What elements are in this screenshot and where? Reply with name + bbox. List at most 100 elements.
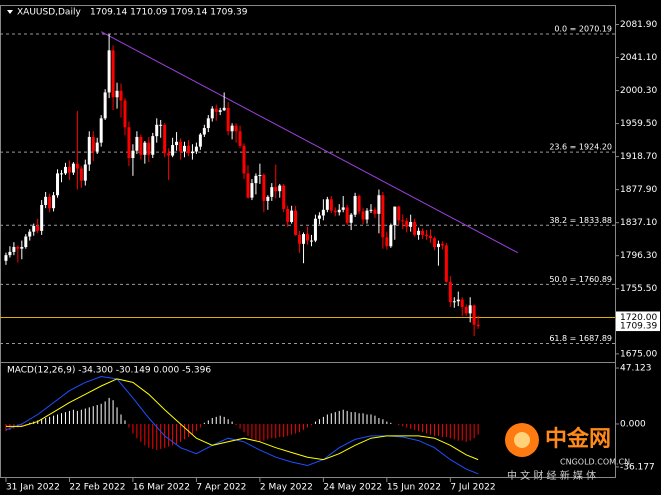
candle-body — [87, 136, 91, 165]
candle-body — [4, 255, 8, 261]
candle-body — [329, 199, 333, 211]
candle-body — [95, 142, 99, 152]
candle-body — [79, 168, 83, 181]
candle-body — [313, 218, 317, 241]
candle-body — [8, 251, 12, 256]
fib-label: 61.8 = 1687.89 — [549, 334, 612, 343]
candle-body — [429, 235, 432, 239]
x-tick-label: 15 Jun 2022 — [387, 483, 441, 493]
menu-arrow[interactable] — [7, 10, 13, 14]
y-tick-label: 1796.30 — [620, 251, 657, 261]
candle-body — [432, 238, 436, 248]
y-tick-label: 1877.90 — [620, 185, 657, 195]
candle-body — [369, 209, 373, 211]
candle-body — [202, 128, 206, 135]
watermark-domain: CNGOLD.COM.CN — [560, 458, 630, 467]
candle-body — [119, 90, 123, 101]
candle-body — [377, 195, 381, 214]
candle-body — [16, 247, 20, 249]
candle-body — [337, 209, 341, 213]
candle-body — [206, 118, 210, 129]
candle-body — [246, 173, 250, 198]
candle-body — [381, 195, 385, 238]
candle-body — [12, 247, 16, 252]
price-label-box — [616, 320, 660, 332]
candle-body — [40, 204, 44, 231]
candle-body — [60, 173, 63, 175]
y-tick-label: 2000.30 — [620, 86, 657, 96]
candle-body — [210, 108, 214, 119]
y-tick-label: 1837.10 — [620, 218, 657, 228]
candle-body — [302, 234, 306, 244]
candle-body — [286, 209, 290, 222]
candle-body — [99, 118, 103, 143]
candle-body — [282, 185, 286, 209]
candle-body — [143, 142, 147, 155]
candle-body — [353, 196, 357, 215]
y-tick-label: 1959.50 — [620, 119, 657, 129]
candle-body — [317, 215, 321, 219]
candle-body — [274, 187, 278, 192]
candle-body — [333, 210, 337, 213]
watermark-title: 中金网 — [545, 426, 611, 452]
candle-body — [262, 175, 266, 201]
candle-body — [75, 163, 79, 169]
price-label: 1709.39 — [620, 322, 657, 332]
x-tick-label: 31 Jan 2022 — [6, 483, 60, 493]
watermark-tagline: 中 文 财 经 新 媒 体 — [507, 469, 596, 482]
candle-body — [456, 299, 460, 302]
candle-body — [325, 199, 329, 210]
candle-body — [20, 247, 24, 249]
candle-body — [226, 107, 230, 132]
candle-body — [214, 108, 218, 112]
x-tick-label: 2 May 2022 — [260, 483, 313, 493]
candle-body — [107, 50, 111, 93]
x-tick-label: 24 May 2022 — [323, 483, 382, 493]
candle-body — [155, 124, 159, 137]
y-tick-label: 1918.70 — [620, 152, 657, 162]
fib-label: 50.0 = 1760.89 — [549, 275, 612, 284]
frame — [0, 5, 616, 478]
candle-body — [163, 124, 167, 154]
candle-body — [294, 210, 298, 235]
candle-body — [44, 196, 48, 205]
candle-body — [83, 164, 87, 181]
candle-body — [218, 110, 222, 112]
watermark-logo-core — [514, 432, 530, 448]
candle-body — [468, 305, 472, 314]
candle-body — [321, 209, 325, 216]
candle-body — [306, 234, 309, 241]
candle-body — [448, 281, 452, 303]
candle-body — [238, 131, 242, 146]
candle-body — [389, 225, 393, 247]
candle-body — [63, 166, 67, 174]
candle-body — [36, 226, 40, 231]
x-tick-label: 7 Apr 2022 — [196, 483, 246, 493]
candle-body — [290, 210, 294, 222]
y-tick-label: 0.000 — [620, 419, 646, 429]
candle-body — [417, 230, 421, 235]
candle-body — [183, 145, 186, 152]
x-tick-label: 22 Feb 2022 — [69, 483, 125, 493]
candle-body — [476, 324, 480, 327]
candle-body — [127, 127, 131, 158]
candle-body — [131, 150, 135, 158]
candle-body — [349, 214, 353, 223]
candle-body — [401, 220, 405, 222]
y-tick-label: -36.177 — [620, 462, 655, 472]
candle-body — [242, 145, 246, 174]
candle-body — [345, 207, 349, 223]
candle-body — [198, 134, 202, 147]
candle-body — [440, 243, 444, 246]
fib-label: 0.0 = 2070.19 — [554, 24, 612, 33]
candle-body — [405, 221, 409, 227]
candle-body — [91, 136, 95, 152]
candle-body — [464, 306, 468, 314]
hline-label: 1720.00 — [620, 313, 657, 323]
candle-body — [194, 146, 198, 152]
candle-body — [341, 207, 345, 210]
macd-line — [5, 375, 479, 475]
candle-body — [460, 299, 464, 307]
